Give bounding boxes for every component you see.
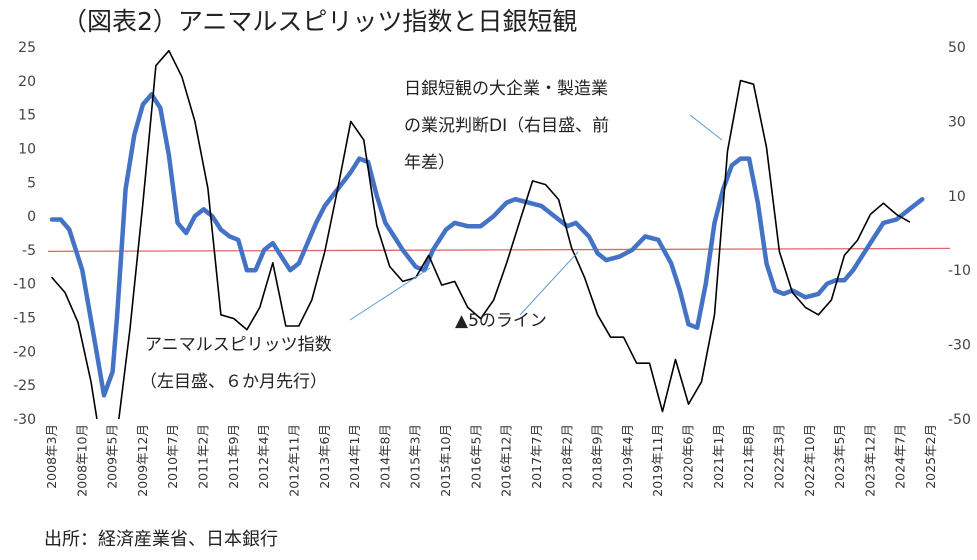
x-tick-label: 2018年2月 — [559, 424, 574, 489]
tankan-di-line — [51, 49, 911, 419]
left-tick-label: 20 — [18, 74, 36, 90]
left-tick-label: -15 — [13, 311, 36, 327]
x-tick-label: 2020年6月 — [681, 424, 696, 489]
x-tick-label: 2014年8月 — [377, 424, 392, 489]
left-tick-label: 0 — [27, 209, 36, 225]
left-tick-label: -5 — [22, 243, 36, 259]
left-axis-ticks: 25 20 15 10 5 0 -5 -10 -15 -20 -25 -30 — [13, 40, 36, 428]
left-tick-label: 25 — [18, 40, 36, 56]
x-tick-label: 2021年1月 — [711, 424, 726, 489]
x-axis-ticks: 2008年3月 2008年10月 2009年5月 2009年12月 2010年7月 201… — [44, 424, 938, 497]
x-tick-label: 2016年12月 — [499, 424, 514, 497]
x-tick-label: 2011年9月 — [226, 424, 241, 489]
right-series-label-line-1: 日銀短観の大企業・製造業 — [404, 79, 608, 99]
animal-spirits-line — [49, 92, 925, 398]
right-series-leader-line — [689, 114, 723, 141]
right-series-label-line-3: 年差） — [404, 153, 455, 173]
x-tick-label: 2011年2月 — [196, 424, 211, 489]
right-tick-label: 50 — [948, 40, 966, 56]
x-tick-label: 2016年5月 — [468, 424, 483, 489]
source-note: 出所：経済産業省、日本銀行 — [44, 529, 278, 550]
reference-line-label: ▲5のライン — [455, 311, 547, 331]
right-series-label-line-2: の業況判断DI（右目盛、前 — [404, 116, 609, 136]
left-tick-label: -30 — [13, 412, 36, 428]
reference-line — [47, 247, 951, 253]
left-series-label-line-1: アニマルスピリッツ指数 — [145, 335, 332, 355]
x-tick-label: 2008年3月 — [44, 424, 59, 489]
x-tick-label: 2015年3月 — [408, 424, 423, 489]
right-tick-label: -50 — [948, 412, 971, 428]
x-tick-label: 2012年11月 — [286, 424, 301, 497]
x-tick-label: 2025年2月 — [923, 424, 938, 489]
x-tick-label: 2023年12月 — [862, 424, 877, 497]
plot-area — [47, 49, 951, 419]
x-tick-label: 2021年8月 — [741, 424, 756, 489]
reference-leader-line — [519, 251, 579, 316]
x-tick-label: 2015年10月 — [438, 424, 453, 497]
x-tick-label: 2008年10月 — [74, 424, 89, 497]
right-tick-label: -10 — [948, 263, 971, 279]
x-tick-label: 2018年9月 — [590, 424, 605, 489]
left-tick-label: -10 — [13, 277, 36, 293]
x-tick-label: 2014年1月 — [347, 424, 362, 489]
right-axis-ticks: 50 30 10 -10 -30 -50 — [948, 40, 971, 428]
x-tick-label: 2023年5月 — [832, 424, 847, 489]
right-tick-label: 10 — [948, 189, 966, 205]
left-tick-label: -25 — [13, 378, 36, 394]
x-tick-label: 2019年4月 — [620, 424, 635, 489]
x-tick-label: 2024年7月 — [893, 424, 908, 489]
annotations: 日銀短観の大企業・製造業 の業況判断DI（右目盛、前 年差） アニマルスピリッツ… — [140, 79, 723, 392]
left-series-leader-line — [349, 267, 431, 321]
x-tick-label: 2022年10月 — [802, 424, 817, 497]
right-tick-label: 30 — [948, 114, 966, 130]
x-tick-label: 2012年4月 — [256, 424, 271, 489]
x-tick-label: 2022年3月 — [771, 424, 786, 489]
chart-title: （図表2）アニマルスピリッツ指数と日銀短観 — [62, 7, 578, 36]
x-tick-label: 2013年6月 — [317, 424, 332, 489]
left-tick-label: 5 — [27, 175, 36, 191]
left-tick-label: 15 — [18, 108, 36, 124]
x-tick-label: 2010年7月 — [165, 424, 180, 489]
x-tick-label: 2017年7月 — [529, 424, 544, 489]
left-tick-label: 10 — [18, 141, 36, 157]
x-tick-label: 2009年12月 — [135, 424, 150, 497]
x-tick-label: 2019年11月 — [650, 424, 665, 497]
x-tick-label: 2009年5月 — [105, 424, 120, 489]
left-series-label-line-2: （左目盛、６か月先行） — [140, 372, 327, 392]
right-tick-label: -30 — [948, 338, 971, 354]
left-tick-label: -20 — [13, 344, 36, 360]
